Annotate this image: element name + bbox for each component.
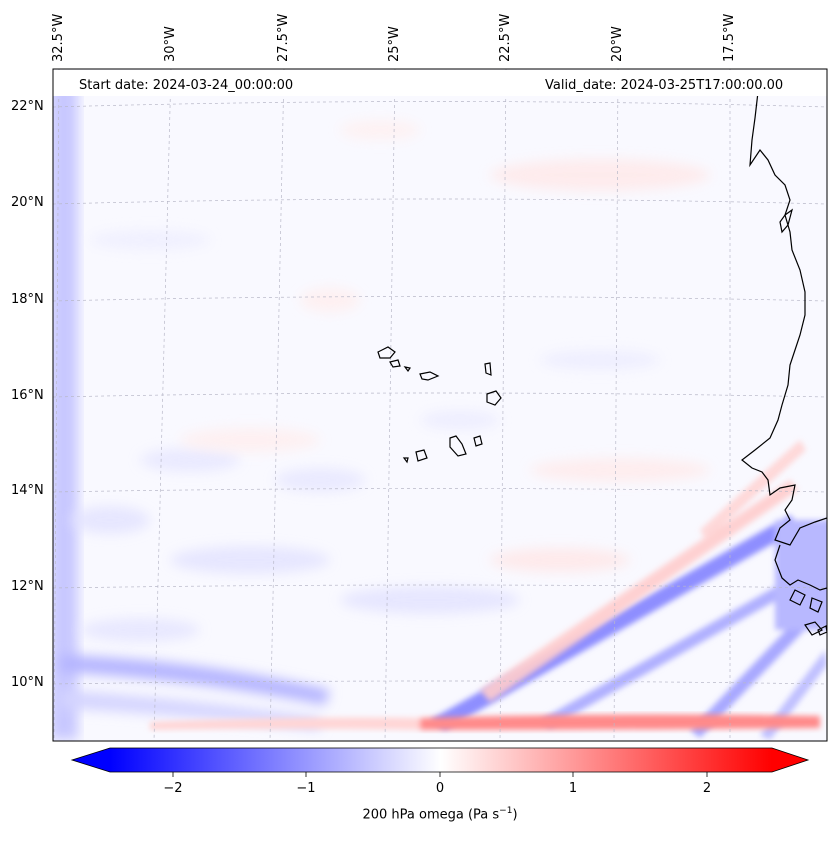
map-frame [52,68,828,742]
lat-label-22n: 22°N [11,99,44,114]
cape-verde-islands [377,346,502,464]
colorbar-gradient [110,748,772,772]
colorbar-label: 200 hPa omega (Pa s−1) [362,806,517,822]
lat-label-14n: 14°N [11,483,44,498]
coastline [741,91,827,636]
lon-label-32-5w: 32.5°W [51,13,66,62]
colorbar-label-suffix: ) [512,807,518,823]
colorbar-tick-label: 0 [435,781,445,796]
lat-label-12n: 12°N [11,579,44,594]
lon-label-27-5w: 27.5°W [276,13,291,62]
omega-field [53,69,827,741]
colorbar [70,747,810,777]
colorbar-min-extend [72,748,110,772]
colorbar-tick-label: 2 [702,781,712,796]
lon-label-30w: 30°W [163,26,178,62]
title-strip [53,70,827,96]
lat-label-16n: 16°N [11,388,44,403]
lon-label-22-5w: 22.5°W [498,13,513,62]
colorbar-label-exponent: −1 [499,806,513,816]
colorbar-max-extend [772,748,808,772]
lon-label-25w: 25°W [387,26,402,62]
lat-label-10n: 10°N [11,675,44,690]
colorbar-tick-label: −2 [163,781,183,796]
colorbar-tick-label: 1 [568,781,578,796]
colorbar-tick-label: −1 [296,781,316,796]
gridlines [53,69,827,741]
start-date-label: Start date: 2024-03-24_00:00:00 [79,78,294,93]
lat-label-20n: 20°N [11,195,44,210]
colorbar-label-prefix: 200 hPa omega (Pa s [362,807,500,823]
lon-label-17-5w: 17.5°W [722,13,737,62]
valid-date-label: Valid_date: 2024-03-25T17:00:00.00 [545,78,784,93]
lat-label-18n: 18°N [11,292,44,307]
lon-label-20w: 20°W [610,26,625,62]
